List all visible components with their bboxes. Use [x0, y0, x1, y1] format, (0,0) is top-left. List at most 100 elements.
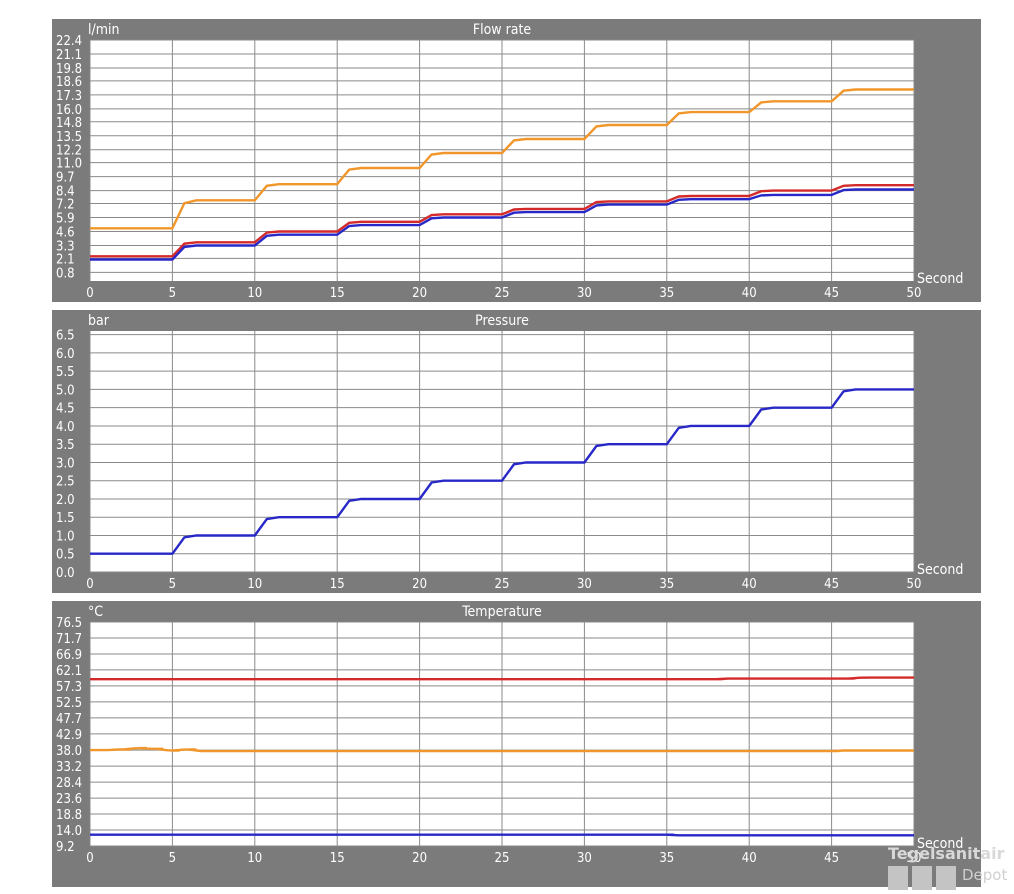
x-tick-label: 30 — [577, 851, 592, 866]
chart-svg: 0 5 10 15 20 25 30 35 40 45 509.214.018.823.628.43… — [56, 604, 963, 866]
watermark-brand: Tegelsanitair — [888, 844, 1005, 863]
y-tick-label: 8.4 — [56, 185, 75, 200]
y-tick-label: 4.5 — [56, 402, 75, 417]
y-tick-label: 11.0 — [56, 157, 82, 172]
x-axis-label: Second — [917, 562, 963, 578]
y-tick-label: 2.0 — [56, 493, 75, 508]
x-tick-label: 45 — [824, 851, 839, 866]
y-tick-label: 3.5 — [56, 438, 75, 453]
watermark-logo: Tegelsanitair Depot — [884, 844, 1012, 892]
y-tick-label: 5.9 — [56, 212, 75, 227]
y-tick-label: 57.3 — [56, 680, 82, 695]
y-tick-label: 23.6 — [56, 792, 82, 807]
x-tick-label: 10 — [247, 851, 262, 866]
series-line — [90, 388, 914, 555]
y-tick-label: 1.0 — [56, 529, 75, 544]
series-line — [90, 188, 914, 261]
x-tick-label: 40 — [742, 577, 757, 592]
watermark-drop-icon — [888, 866, 908, 890]
y-tick-label: 5.5 — [56, 365, 75, 380]
x-tick-label: 0 — [86, 286, 93, 301]
x-tick-label: 5 — [169, 577, 176, 592]
x-tick-label: 5 — [169, 851, 176, 866]
y-tick-label: 38.0 — [56, 744, 82, 759]
y-tick-label: 7.2 — [56, 198, 75, 213]
chart-title: Flow rate — [473, 22, 532, 38]
x-tick-label: 0 — [86, 851, 93, 866]
y-tick-label: 0.8 — [56, 266, 75, 281]
series-line — [90, 746, 914, 753]
x-tick-label: 25 — [495, 577, 510, 592]
chart-svg: 0 5 10 15 20 25 30 35 40 45 50 0.0 0.5 1.0 1.5 2.0 2.5 3.… — [56, 313, 963, 592]
y-tick-label: 18.6 — [56, 75, 82, 90]
x-axis-label: Second — [917, 836, 963, 852]
x-tick-label: 30 — [577, 286, 592, 301]
y-tick-label: 4.0 — [56, 420, 75, 435]
x-tick-label: 25 — [495, 286, 510, 301]
y-tick-label: 2.5 — [56, 475, 75, 490]
y-tick-label: 14.8 — [56, 116, 82, 131]
y-tick-label: 62.1 — [56, 664, 82, 679]
watermark-sub: Depot — [962, 866, 1008, 884]
x-tick-label: 30 — [577, 577, 592, 592]
flow-rate-chart: 0 5 10 15 20 25 30 35 40 45 50 0.8 2.1 3.3 4.6 5.9 7.2 8.… — [52, 19, 981, 302]
y-tick-label: 22.4 — [56, 34, 82, 49]
y-tick-label: 9.7 — [56, 171, 75, 186]
x-tick-label: 50 — [907, 851, 922, 866]
y-tick-label: 16.0 — [56, 103, 82, 118]
y-unit-label: °C — [88, 604, 103, 620]
x-tick-label: 15 — [330, 286, 345, 301]
x-tick-label: 10 — [247, 286, 262, 301]
y-tick-label: 13.5 — [56, 130, 82, 145]
series-line — [90, 676, 914, 681]
y-tick-label: 76.5 — [56, 616, 82, 631]
y-tick-label: 18.8 — [56, 808, 82, 823]
y-tick-label: 6.0 — [56, 347, 75, 362]
y-tick-label: 3.0 — [56, 456, 75, 471]
x-tick-label: 10 — [247, 577, 262, 592]
y-tick-label: 3.3 — [56, 239, 75, 254]
x-tick-label: 45 — [824, 286, 839, 301]
y-tick-label: 21.1 — [56, 48, 82, 63]
chart-svg: 0 5 10 15 20 25 30 35 40 45 50 0.82.13.34.65.97.28.… — [56, 22, 963, 301]
y-tick-label: 19.8 — [56, 62, 82, 77]
series-line — [90, 88, 914, 230]
series-line — [90, 833, 914, 837]
x-tick-label: 50 — [907, 577, 922, 592]
x-tick-label: 40 — [742, 286, 757, 301]
pressure-chart: 0 5 10 15 20 25 30 35 40 45 50 0.0 0.5 1.0 1.5 2.0 2.5 3.… — [52, 310, 981, 593]
x-tick-label: 15 — [330, 851, 345, 866]
y-tick-label: 42.9 — [56, 728, 82, 743]
y-tick-label: 5.0 — [56, 383, 75, 398]
x-tick-label: 35 — [659, 286, 674, 301]
x-axis-label: Second — [917, 271, 963, 287]
x-tick-label: 20 — [412, 577, 427, 592]
chart-title: Pressure — [475, 313, 529, 329]
y-tick-label: 14.0 — [56, 824, 82, 839]
y-tick-label: 66.9 — [56, 648, 82, 663]
y-tick-label: 28.4 — [56, 776, 82, 791]
y-tick-label: 47.7 — [56, 712, 82, 727]
watermark-tile-icon-2 — [936, 866, 956, 890]
x-tick-label: 50 — [907, 286, 922, 301]
y-tick-label: 6.5 — [56, 329, 75, 344]
x-tick-label: 45 — [824, 577, 839, 592]
x-tick-label: 15 — [330, 577, 345, 592]
y-tick-label: 52.5 — [56, 696, 82, 711]
y-tick-label: 0.5 — [56, 548, 75, 563]
y-unit-label: bar — [88, 313, 110, 329]
y-tick-label: 2.1 — [56, 252, 75, 267]
y-tick-label: 12.2 — [56, 144, 82, 159]
x-tick-label: 20 — [412, 286, 427, 301]
y-tick-label: 0.0 — [56, 566, 75, 581]
x-tick-label: 35 — [659, 851, 674, 866]
y-unit-label: l/min — [88, 22, 120, 38]
y-tick-label: 1.5 — [56, 511, 75, 526]
x-tick-label: 20 — [412, 851, 427, 866]
y-tick-label: 33.2 — [56, 760, 82, 775]
watermark-tile-icon — [912, 866, 932, 890]
x-tick-label: 5 — [169, 286, 176, 301]
chart-title: Temperature — [461, 604, 542, 620]
y-tick-label: 71.7 — [56, 632, 82, 647]
y-tick-label: 17.3 — [56, 89, 82, 104]
